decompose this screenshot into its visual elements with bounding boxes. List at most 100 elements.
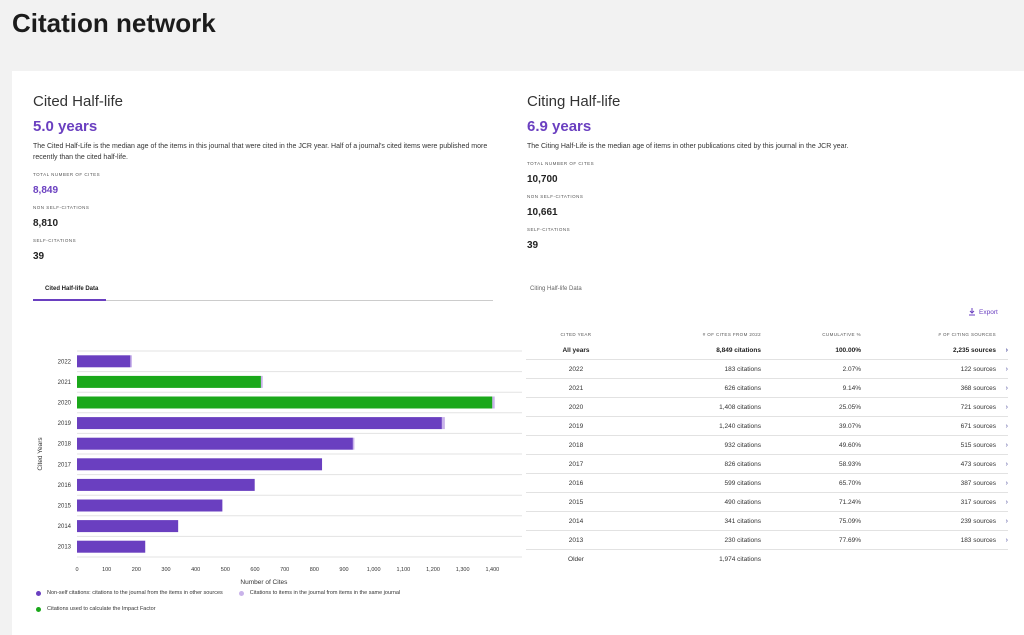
x-tick-label: 700 <box>280 567 289 573</box>
cell-year: 2016 <box>568 479 584 487</box>
table-row[interactable]: 2017 826 citations 58.93% 473 sources › <box>526 455 1008 474</box>
x-tick-label: 200 <box>132 567 141 573</box>
legend-item-self: Citations to items in the journal from i… <box>238 590 401 596</box>
chevron-right-icon[interactable]: › <box>1005 498 1008 506</box>
citing-nonself-value: 10,661 <box>527 207 558 218</box>
cited-total-label: TOTAL NUMBER OF CITES <box>33 172 101 177</box>
cell-cites: 183 citations <box>724 365 762 373</box>
chevron-right-icon[interactable]: › <box>1005 517 1008 525</box>
cell-cites: 230 citations <box>724 536 762 544</box>
cell-sources[interactable]: 368 sources <box>960 384 996 392</box>
x-tick-label: 900 <box>339 567 348 573</box>
cell-sources[interactable]: 2,235 sources <box>952 346 996 354</box>
chevron-right-icon[interactable]: › <box>1005 365 1008 373</box>
x-tick-label: 1,300 <box>456 567 470 573</box>
bar <box>77 375 261 388</box>
tab-cited-half-life-data[interactable]: Cited Half-life Data <box>45 286 99 292</box>
chevron-right-icon[interactable]: › <box>1005 346 1008 354</box>
chevron-right-icon[interactable]: › <box>1005 536 1008 544</box>
chevron-right-icon[interactable]: › <box>1005 441 1008 449</box>
page-title: Citation network <box>12 8 216 38</box>
cell-sources[interactable]: 515 sources <box>960 441 996 449</box>
cell-sources[interactable]: 122 sources <box>960 365 996 373</box>
legend-dot-light-purple <box>238 590 244 596</box>
cell-cumulative: 39.07% <box>838 422 861 430</box>
citing-total-label: TOTAL NUMBER OF CITES <box>527 161 595 166</box>
x-tick-label: 400 <box>191 567 200 573</box>
cited-total-value[interactable]: 8,849 <box>33 185 59 196</box>
cell-year: 2015 <box>568 498 584 506</box>
cell-sources[interactable]: 317 sources <box>960 498 996 506</box>
legend-item-impact-factor: Citations used to calculate the Impact F… <box>36 606 536 612</box>
bar-self-citations <box>352 437 355 450</box>
cell-cumulative: 65.70% <box>838 479 861 487</box>
tab-citing-half-life-data[interactable]: Citing Half-life Data <box>530 286 582 292</box>
legend-label-self: Citations to items in the journal from i… <box>249 590 401 596</box>
table-row-older: Older 1,974 citations <box>526 550 1008 569</box>
cell-cites: 626 citations <box>724 384 762 392</box>
chevron-right-icon[interactable]: › <box>1005 403 1008 411</box>
x-tick-label: 100 <box>102 567 111 573</box>
cell-sources[interactable]: 183 sources <box>960 536 996 544</box>
chart-legend: Non-self citations: citations to the jou… <box>36 590 536 622</box>
y-tick-label: 2014 <box>58 524 72 530</box>
chevron-right-icon[interactable]: › <box>1005 422 1008 430</box>
y-tick-label: 2016 <box>58 483 72 489</box>
cited-self-value: 39 <box>33 251 45 262</box>
legend-label-nonself: Non-self citations: citations to the jou… <box>47 590 223 596</box>
x-tick-label: 1,000 <box>367 567 381 573</box>
bar <box>77 540 146 553</box>
cell-sources[interactable]: 671 sources <box>960 422 996 430</box>
table-row[interactable]: 2018 932 citations 49.60% 515 sources › <box>526 436 1008 455</box>
download-icon <box>969 308 975 316</box>
cell-cites: 1,240 citations <box>719 422 761 430</box>
cited-half-life-desc: The Cited Half-Life is the median age of… <box>33 143 488 161</box>
header-cites: # OF CITES FROM 2022 <box>702 331 761 337</box>
x-tick-label: 300 <box>161 567 170 573</box>
cell-cumulative: 77.69% <box>838 536 861 544</box>
cell-cumulative: 25.05% <box>838 403 861 411</box>
x-tick-label: 1,100 <box>396 567 410 573</box>
chevron-right-icon[interactable]: › <box>1005 384 1008 392</box>
cell-sources[interactable]: 721 sources <box>960 403 996 411</box>
bar-self-citations <box>130 355 132 368</box>
cell-cites: 1,408 citations <box>719 403 761 411</box>
bar <box>77 499 223 512</box>
bar-self-citations <box>441 417 445 430</box>
citing-half-life-title: Citing Half-life <box>527 93 621 110</box>
y-tick-label: 2019 <box>58 421 72 427</box>
cell-year: 2013 <box>568 536 584 544</box>
table-row[interactable]: 2022 183 citations 2.07% 122 sources › <box>526 360 1008 379</box>
active-tab-indicator <box>33 299 106 301</box>
cell-cumulative: 71.24% <box>838 498 861 506</box>
x-tick-label: 800 <box>310 567 319 573</box>
bar <box>77 478 255 491</box>
table-row[interactable]: 2016 599 citations 65.70% 387 sources › <box>526 474 1008 493</box>
cited-half-life-table: CITED YEAR # OF CITES FROM 2022 CUMULATI… <box>526 327 1008 569</box>
table-row[interactable]: 2013 230 citations 77.69% 183 sources › <box>526 531 1008 550</box>
citing-half-life-value: 6.9 years <box>527 118 592 135</box>
cell-sources[interactable]: 239 sources <box>960 517 996 525</box>
chevron-right-icon[interactable]: › <box>1005 460 1008 468</box>
cell-sources[interactable]: 387 sources <box>960 479 996 487</box>
table-row[interactable]: 2014 341 citations 75.09% 239 sources › <box>526 512 1008 531</box>
y-tick-label: 2013 <box>58 545 72 551</box>
citing-half-life-panel: Citing Half-life 6.9 years The Citing Ha… <box>527 93 997 251</box>
cell-year: 2019 <box>568 422 584 430</box>
table-row[interactable]: 2020 1,408 citations 25.05% 721 sources › <box>526 398 1008 417</box>
cell-cites: 826 citations <box>724 460 762 468</box>
table-row-all-years[interactable]: All years 8,849 citations 100.00% 2,235 … <box>526 341 1008 360</box>
cell-sources[interactable]: 473 sources <box>960 460 996 468</box>
bar <box>77 417 442 430</box>
y-tick-label: 2021 <box>58 380 72 386</box>
table-row[interactable]: 2019 1,240 citations 39.07% 671 sources › <box>526 417 1008 436</box>
table-row[interactable]: 2015 490 citations 71.24% 317 sources › <box>526 493 1008 512</box>
chevron-right-icon[interactable]: › <box>1005 479 1008 487</box>
y-tick-label: 2017 <box>58 462 72 468</box>
chart-svg: 2022 2021 2020 2019 2018 2017 2016 2015 2014 2013… <box>37 350 522 586</box>
table-row[interactable]: 2021 626 citations 9.14% 368 sources › <box>526 379 1008 398</box>
export-button[interactable]: Export <box>969 308 998 316</box>
x-tick-label: 500 <box>221 567 230 573</box>
legend-item-nonself: Non-self citations: citations to the jou… <box>36 590 223 596</box>
bar <box>77 396 493 409</box>
